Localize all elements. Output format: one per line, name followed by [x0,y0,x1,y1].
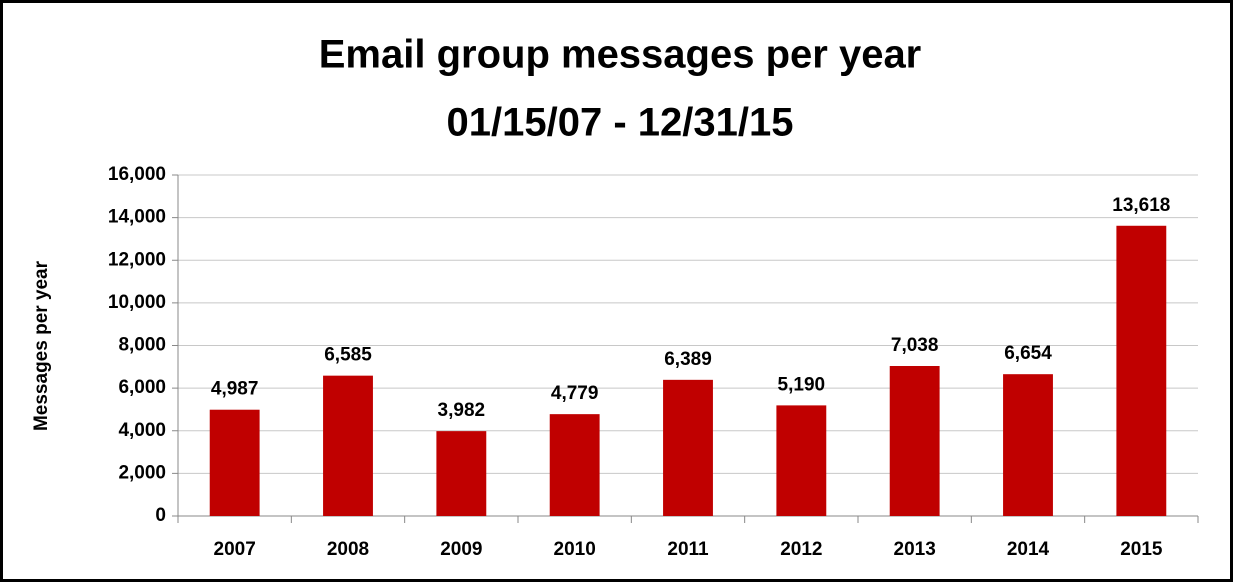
data-label: 6,585 [324,345,372,366]
y-tick-label: 2,000 [118,462,166,483]
y-tick-label: 16,000 [108,164,166,185]
y-tick-label: 12,000 [108,249,166,270]
y-tick-label: 0 [155,505,166,526]
x-tick-label: 2011 [667,539,709,560]
data-label: 13,618 [1112,195,1170,216]
x-tick-label: 2007 [214,539,256,560]
x-tick-label: 2010 [554,539,596,560]
y-tick-label: 10,000 [108,292,166,313]
data-label: 5,190 [778,374,826,395]
bar [1116,225,1167,517]
x-tick-label: 2008 [327,539,369,560]
x-tick-label: 2009 [440,539,482,560]
data-label: 4,779 [551,383,599,404]
chart-subtitle: 01/15/07 - 12/31/15 [447,101,794,145]
x-tick-label: 2014 [1007,539,1050,560]
bar [323,375,373,516]
x-tick-label: 2015 [1120,539,1163,560]
data-label: 4,987 [211,379,259,400]
bar [549,414,600,516]
x-tick-label: 2012 [780,539,822,560]
data-label: 6,654 [1004,343,1052,364]
bar [776,405,827,516]
x-tick-label: 2013 [894,539,936,560]
bar [209,409,260,516]
y-tick-label: 6,000 [118,377,166,398]
data-label: 3,982 [438,400,486,421]
bar [436,431,487,516]
bar [889,366,940,516]
data-label: 7,038 [891,335,939,356]
chart-title: Email group messages per year [319,33,922,77]
data-label: 6,389 [664,349,712,370]
y-axis-label: Messages per year [31,260,52,431]
bar [663,379,713,516]
bar [1003,374,1053,516]
y-tick-label: 8,000 [118,335,166,356]
y-tick-label: 4,000 [118,420,166,441]
y-tick-label: 14,000 [108,207,166,228]
